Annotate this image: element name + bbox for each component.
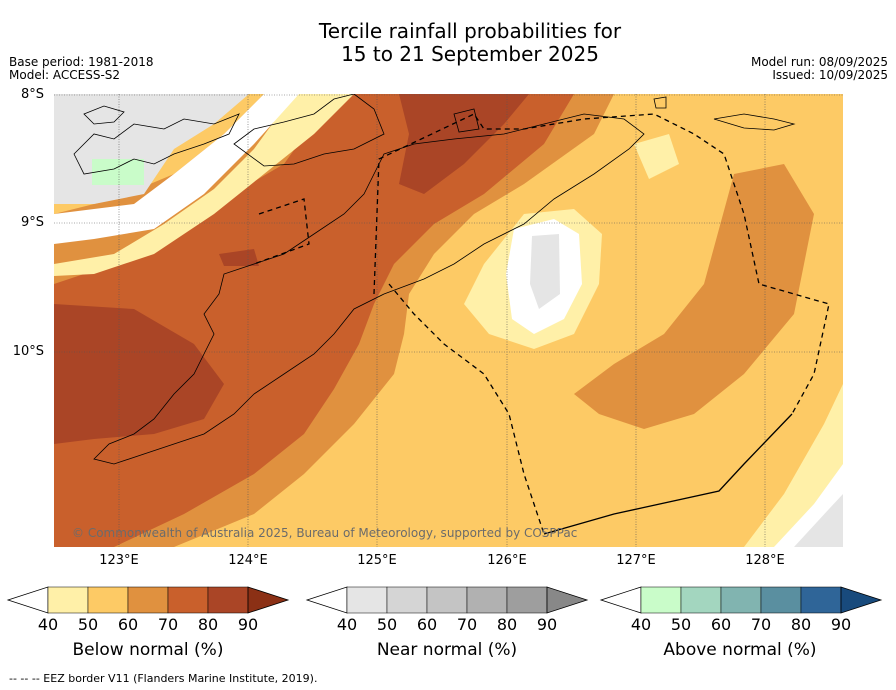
shade-above-40 <box>92 159 144 185</box>
issued-date: Issued: 10/09/2025 <box>772 68 888 82</box>
colorbar-segment <box>760 586 802 614</box>
shade-below-90-west <box>54 304 224 444</box>
colorbar-tick-label: 70 <box>456 615 478 634</box>
colorbar-max-extend <box>546 586 589 614</box>
colorbar-tick-label: 40 <box>336 615 358 634</box>
colorbar-tick-label: 60 <box>710 615 732 634</box>
shade-below-50-northwest <box>54 94 354 276</box>
rainfall-map <box>54 94 843 547</box>
graticule <box>54 94 843 547</box>
lon-label-128e: 128°E <box>745 553 785 568</box>
colorbar-segment <box>800 586 842 614</box>
model-name: Model: ACCESS-S2 <box>9 68 121 82</box>
colorbar-segment <box>207 586 249 614</box>
colorbar-tick-label: 60 <box>117 615 139 634</box>
colorbar-tick-label: 40 <box>630 615 652 634</box>
lon-label-124e: 124°E <box>228 553 268 568</box>
lon-label-123e: 123°E <box>99 553 139 568</box>
colorbar-above-normal <box>599 586 883 614</box>
colorbar-tick-label: 70 <box>157 615 179 634</box>
eez-border <box>253 113 830 535</box>
colorbar-segment <box>127 586 169 614</box>
colorbar-segment <box>720 586 762 614</box>
colorbars <box>6 586 883 614</box>
lat-label-9s: 9°S <box>20 215 44 230</box>
colorbar-title-above: Above normal (%) <box>663 640 817 660</box>
colorbar-tick-label: 50 <box>670 615 692 634</box>
colorbar-tick-label: 80 <box>197 615 219 634</box>
colorbar-segment <box>167 586 209 614</box>
colorbar-segment <box>47 586 89 614</box>
colorbar-max-extend <box>840 586 883 614</box>
title-line-2: 15 to 21 September 2025 <box>341 42 599 66</box>
colorbar-segment <box>680 586 722 614</box>
coastlines <box>73 94 796 465</box>
map-title: Tercile rainfall probabilities for 15 to… <box>0 20 896 66</box>
lat-label-10s: 10°S <box>12 344 44 359</box>
colorbar-tick-label: 70 <box>750 615 772 634</box>
shade-below-50-northeast <box>634 134 679 179</box>
shade-near-center <box>530 234 560 309</box>
shade-white-northwest <box>54 94 299 244</box>
lon-label-126e: 126°E <box>487 553 527 568</box>
colorbar-segment <box>466 586 508 614</box>
colorbar-max-extend <box>247 586 290 614</box>
colorbar-tick-label: 90 <box>536 615 558 634</box>
base-period: Base period: 1981-2018 <box>9 55 154 69</box>
colorbar-title-below: Below normal (%) <box>72 640 224 660</box>
title-line-1: Tercile rainfall probabilities for <box>318 19 622 43</box>
colorbar-min-extend <box>305 586 348 614</box>
colorbar-tick-label: 60 <box>416 615 438 634</box>
colorbar-tick-label: 50 <box>77 615 99 634</box>
colorbar-below-normal <box>6 586 290 614</box>
shade-below-80 <box>54 94 574 547</box>
colorbar-tick-label: 50 <box>376 615 398 634</box>
lat-label-8s: 8°S <box>20 87 44 102</box>
shade-below-90-north <box>399 94 529 194</box>
colorbar-segment <box>426 586 468 614</box>
colorbar-segment <box>87 586 129 614</box>
copyright-text: © Commonwealth of Australia 2025, Bureau… <box>72 526 578 540</box>
shade-near-southeast <box>794 494 843 547</box>
colorbar-tick-label: 80 <box>790 615 812 634</box>
meta-left: Base period: 1981-2018 Model: ACCESS-S2 <box>9 56 154 82</box>
shade-below-70-east <box>574 164 814 429</box>
colorbar-segment <box>506 586 548 614</box>
lon-label-125e: 125°E <box>357 553 397 568</box>
colorbar-min-extend <box>599 586 642 614</box>
model-run: Model run: 08/09/2025 <box>750 55 888 69</box>
colorbar-near-normal <box>305 586 589 614</box>
colorbar-segment <box>346 586 388 614</box>
colorbar-segment <box>640 586 682 614</box>
colorbar-tick-label: 80 <box>496 615 518 634</box>
lon-label-127e: 127°E <box>616 553 656 568</box>
colorbar-tick-label: 90 <box>237 615 259 634</box>
eez-footer-note: -- -- -- EEZ border V11 (Flanders Marine… <box>9 672 318 685</box>
colorbar-segment <box>386 586 428 614</box>
colorbar-tick-label: 40 <box>37 615 59 634</box>
colorbar-min-extend <box>6 586 49 614</box>
colorbar-title-near: Near normal (%) <box>376 640 518 660</box>
meta-right: Model run: 08/09/2025 Issued: 10/09/2025 <box>751 56 888 82</box>
colorbar-tick-label: 90 <box>830 615 852 634</box>
shade-below-90-small <box>219 249 259 266</box>
